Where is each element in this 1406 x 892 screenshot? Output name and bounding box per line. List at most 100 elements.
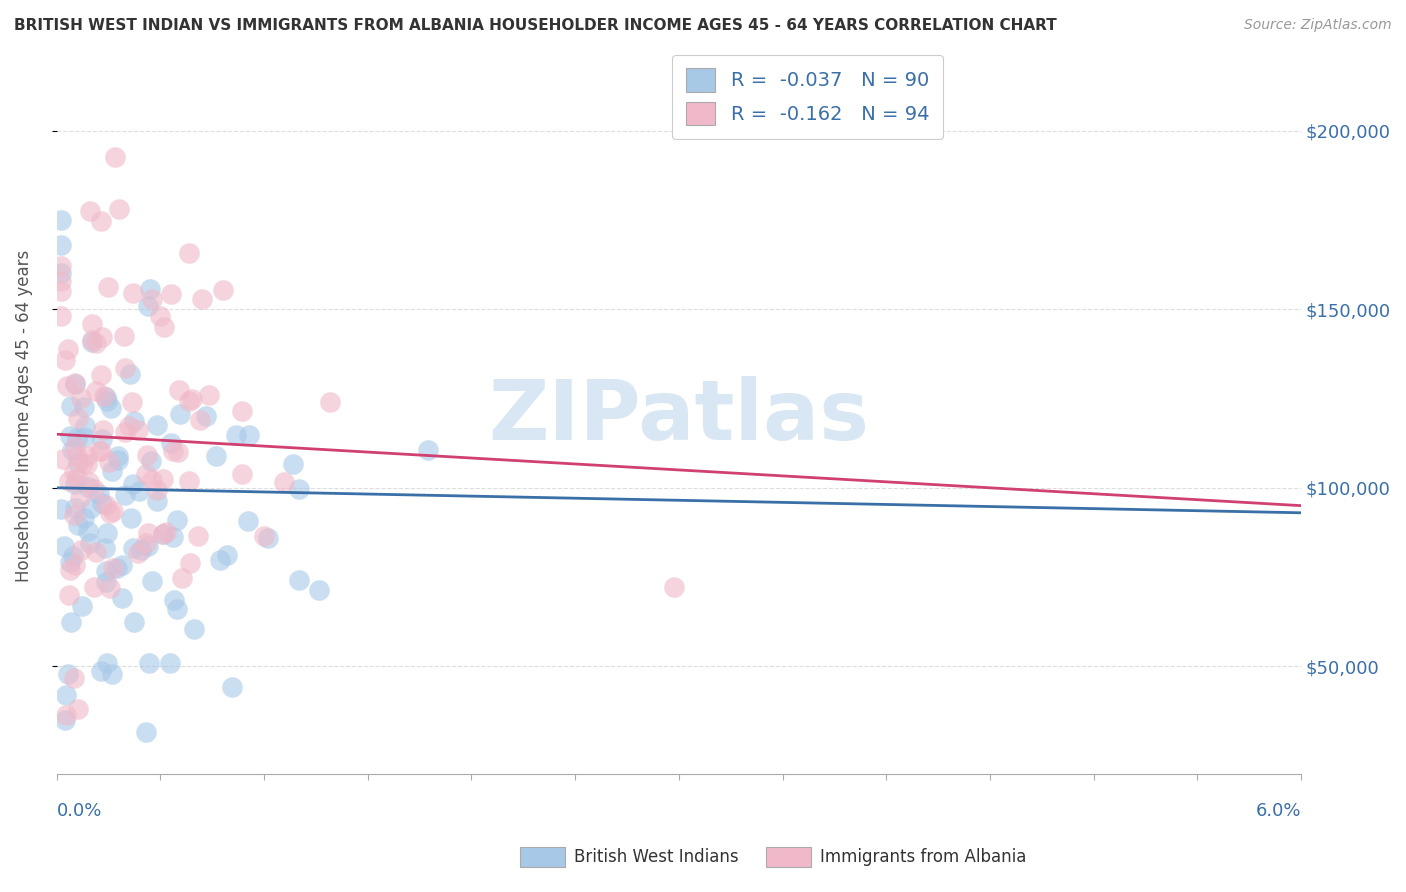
Point bbox=[52, 539, 75, 553]
Point bbox=[96, 656, 118, 670]
Point bbox=[90, 368, 112, 382]
Point bbox=[104, 150, 127, 164]
Point bbox=[127, 546, 149, 560]
Point bbox=[49, 267, 72, 281]
Point bbox=[141, 292, 163, 306]
Point bbox=[108, 202, 131, 216]
Point bbox=[129, 543, 152, 558]
Point bbox=[66, 471, 89, 485]
Point bbox=[62, 549, 84, 563]
Point bbox=[146, 483, 169, 497]
Point bbox=[120, 510, 142, 524]
Point bbox=[100, 464, 122, 478]
Point bbox=[107, 453, 129, 467]
Point bbox=[73, 510, 96, 524]
Point bbox=[80, 317, 103, 331]
Point bbox=[83, 482, 105, 496]
Point bbox=[101, 503, 124, 517]
Point bbox=[80, 335, 103, 350]
Point bbox=[231, 404, 253, 418]
Point bbox=[96, 394, 118, 409]
Point bbox=[122, 477, 145, 491]
Point bbox=[225, 428, 247, 442]
Point bbox=[96, 574, 118, 589]
Point bbox=[59, 615, 82, 630]
Point bbox=[66, 456, 89, 470]
Point bbox=[162, 530, 184, 544]
Point bbox=[180, 392, 202, 406]
Point bbox=[114, 361, 136, 376]
Point bbox=[107, 561, 129, 575]
Point bbox=[98, 506, 121, 520]
Point bbox=[86, 384, 108, 398]
Point bbox=[288, 482, 311, 496]
Point bbox=[96, 565, 118, 579]
Point bbox=[135, 724, 157, 739]
Point bbox=[167, 383, 190, 397]
Point bbox=[55, 707, 77, 722]
Point bbox=[141, 574, 163, 589]
Point bbox=[121, 395, 143, 409]
Point bbox=[114, 425, 136, 440]
Point bbox=[111, 591, 134, 606]
Point bbox=[59, 555, 82, 569]
Point bbox=[114, 488, 136, 502]
Text: Source: ZipAtlas.com: Source: ZipAtlas.com bbox=[1244, 18, 1392, 32]
Point bbox=[135, 536, 157, 550]
Point bbox=[204, 449, 226, 463]
Point bbox=[236, 514, 259, 528]
Point bbox=[138, 656, 160, 670]
Point bbox=[79, 535, 101, 549]
Point bbox=[146, 494, 169, 508]
Point bbox=[221, 680, 243, 694]
Point bbox=[256, 531, 278, 545]
Point bbox=[160, 436, 183, 450]
Legend: R =  -0.037   N = 90, R =  -0.162   N = 94: R = -0.037 N = 90, R = -0.162 N = 94 bbox=[672, 54, 943, 139]
Point bbox=[49, 285, 72, 299]
Point bbox=[308, 583, 330, 598]
Point bbox=[90, 664, 112, 678]
Point bbox=[136, 526, 159, 541]
Point bbox=[111, 558, 134, 573]
Text: British West Indians: British West Indians bbox=[574, 848, 738, 866]
Point bbox=[238, 428, 260, 442]
Point bbox=[212, 283, 235, 297]
Point bbox=[169, 407, 191, 421]
Y-axis label: Householder Income Ages 45 - 64 years: Householder Income Ages 45 - 64 years bbox=[15, 251, 32, 582]
Point bbox=[191, 292, 214, 306]
Point bbox=[63, 671, 86, 685]
Text: 0.0%: 0.0% bbox=[56, 802, 103, 820]
Point bbox=[179, 394, 201, 409]
Point bbox=[72, 599, 94, 613]
Point bbox=[55, 688, 77, 702]
Point bbox=[58, 475, 80, 489]
Point bbox=[159, 287, 181, 301]
Point bbox=[90, 330, 112, 344]
Point bbox=[56, 342, 79, 356]
Point bbox=[162, 592, 184, 607]
Point bbox=[93, 388, 115, 402]
Point bbox=[52, 451, 75, 466]
Point bbox=[77, 524, 100, 538]
Point bbox=[183, 622, 205, 636]
Point bbox=[87, 487, 110, 501]
Point bbox=[49, 310, 72, 324]
Text: 6.0%: 6.0% bbox=[1256, 802, 1301, 820]
Point bbox=[56, 379, 79, 393]
Point bbox=[70, 391, 93, 405]
Point bbox=[73, 400, 96, 414]
Point bbox=[79, 204, 101, 219]
Point bbox=[82, 333, 104, 347]
Point bbox=[58, 666, 80, 681]
Point bbox=[103, 561, 125, 575]
Point bbox=[177, 245, 200, 260]
Text: BRITISH WEST INDIAN VS IMMIGRANTS FROM ALBANIA HOUSEHOLDER INCOME AGES 45 - 64 Y: BRITISH WEST INDIAN VS IMMIGRANTS FROM A… bbox=[14, 18, 1057, 33]
Point bbox=[138, 299, 160, 313]
Point bbox=[84, 545, 107, 559]
Point bbox=[63, 476, 86, 491]
Point bbox=[179, 475, 201, 489]
Point bbox=[273, 475, 295, 489]
Point bbox=[76, 449, 98, 463]
Point bbox=[118, 368, 141, 382]
Point bbox=[319, 395, 342, 409]
